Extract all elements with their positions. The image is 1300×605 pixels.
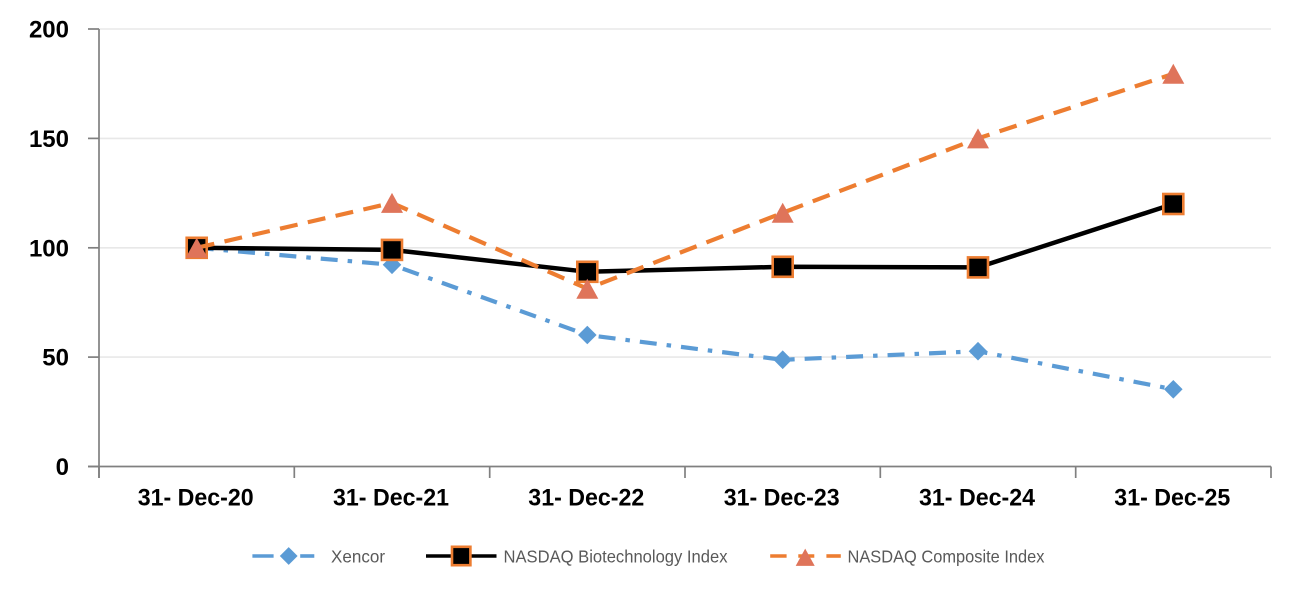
svg-text:31- Dec-22: 31- Dec-22 [528, 485, 644, 512]
svg-text:31- Dec-21: 31- Dec-21 [333, 485, 449, 512]
svg-text:Xencor: Xencor [331, 546, 385, 566]
svg-text:50: 50 [42, 345, 69, 372]
svg-text:31- Dec-25: 31- Dec-25 [1114, 485, 1230, 512]
svg-text:31- Dec-23: 31- Dec-23 [724, 485, 840, 512]
svg-text:0: 0 [56, 454, 69, 481]
svg-text:150: 150 [29, 126, 69, 153]
svg-text:NASDAQ Composite Index: NASDAQ Composite Index [848, 546, 1045, 566]
svg-text:31- Dec-24: 31- Dec-24 [919, 485, 1036, 512]
svg-text:100: 100 [29, 235, 69, 262]
svg-text:31- Dec-20: 31- Dec-20 [138, 485, 254, 512]
svg-text:200: 200 [29, 17, 69, 44]
svg-text:NASDAQ Biotechnology Index: NASDAQ Biotechnology Index [504, 546, 728, 566]
